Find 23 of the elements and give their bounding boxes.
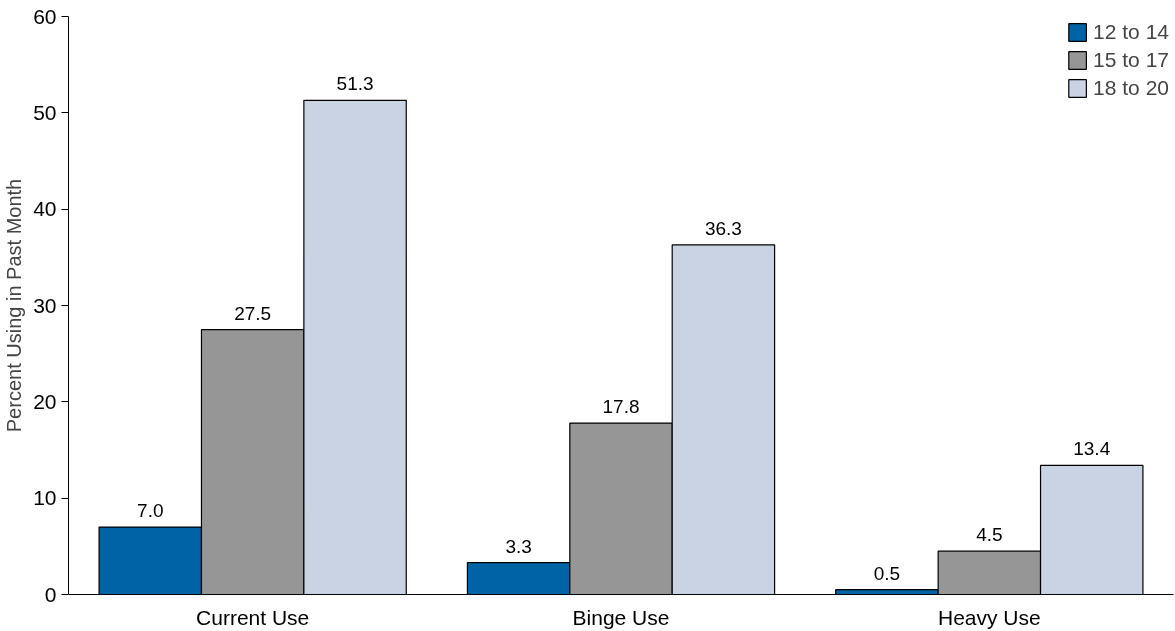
legend-label: 15 to 17: [1093, 48, 1169, 72]
data-label: 7.0: [137, 500, 164, 522]
y-tick-label: 40: [33, 197, 57, 221]
y-tick-label: 10: [33, 486, 57, 510]
y-tick-label: 50: [33, 100, 57, 124]
y-tick-label: 0: [44, 582, 57, 606]
data-label: 27.5: [234, 302, 272, 324]
data-label: 4.5: [976, 524, 1003, 546]
legend-label: 12 to 14: [1093, 20, 1169, 44]
y-tick-label: 30: [33, 293, 57, 317]
x-tick-label: Heavy Use: [937, 605, 1041, 629]
data-label: 36.3: [704, 217, 742, 239]
data-label: 3.3: [505, 535, 532, 557]
data-label: 17.8: [602, 396, 640, 418]
y-axis-title: Percent Using in Past Month: [3, 178, 26, 433]
x-tick-label: Current Use: [196, 605, 310, 629]
y-tick-label: 20: [33, 389, 57, 413]
legend-label: 18 to 20: [1093, 76, 1169, 100]
y-tick-label: 60: [33, 4, 57, 28]
data-label: 51.3: [336, 73, 374, 95]
data-label: 13.4: [1073, 438, 1111, 460]
data-label: 0.5: [873, 562, 901, 584]
x-tick-label: Binge Use: [572, 605, 670, 629]
